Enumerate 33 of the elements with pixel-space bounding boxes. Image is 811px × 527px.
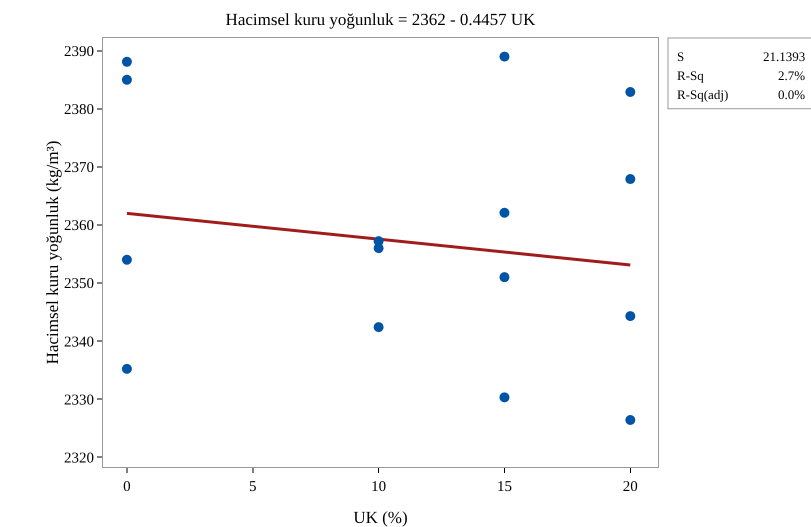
point — [625, 414, 636, 425]
point — [122, 254, 132, 265]
point — [499, 392, 510, 402]
x-tick-label: 20 — [622, 479, 638, 495]
point — [122, 364, 132, 374]
point — [122, 74, 132, 85]
y-tick-label: 2370 — [64, 160, 94, 176]
y-tick-label: 2330 — [64, 392, 94, 408]
point — [499, 208, 510, 218]
text: R-Sq(adj) 0.0% — [677, 87, 806, 102]
point — [625, 311, 636, 322]
x-tick-label: 10 — [371, 479, 386, 495]
chart-title: Hacimsel kuru yoğunluk = 2362 - 0.4457 UK — [226, 10, 536, 30]
point — [374, 243, 384, 254]
text: S 21.1393 — [677, 49, 806, 64]
point — [374, 322, 384, 332]
x-tick-label: 15 — [496, 479, 512, 495]
y-tick-label: 2340 — [64, 334, 94, 350]
y-tick-label: 2380 — [64, 102, 94, 118]
point — [499, 52, 510, 62]
text: R-Sq 2.7% — [677, 68, 806, 83]
point — [625, 86, 636, 97]
y-axis-title: Hacimsel kuru yoğunluk (kg/m³) — [43, 140, 62, 364]
y-tick-label: 2350 — [64, 276, 94, 292]
point — [499, 272, 510, 282]
x-tick-label: 0 — [123, 479, 131, 495]
y-tick-label: 2390 — [64, 44, 94, 60]
x-tick-label: 5 — [249, 479, 257, 495]
y-tick-label: 2360 — [64, 218, 94, 234]
x-axis-title: UK (%) — [353, 508, 408, 527]
point — [122, 56, 132, 67]
point — [625, 174, 636, 184]
y-tick-label: 2320 — [64, 450, 94, 466]
